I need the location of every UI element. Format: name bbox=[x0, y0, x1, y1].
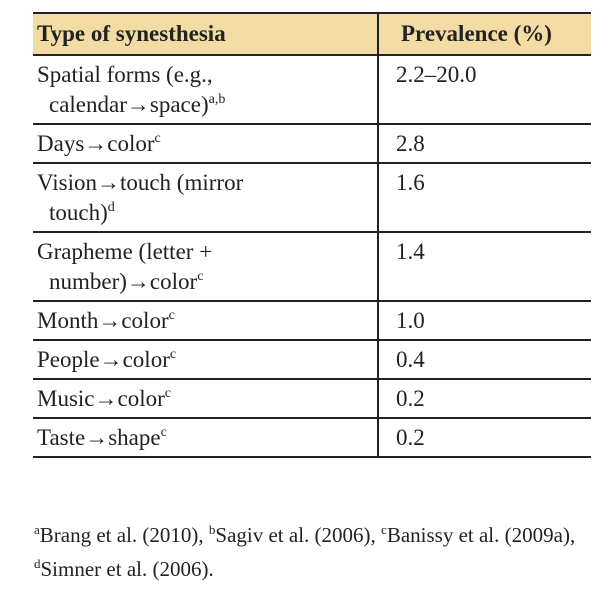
type-line-2-text: calendar→space) bbox=[49, 92, 209, 117]
type-line-1: Grapheme (letter + bbox=[37, 239, 213, 264]
type-cell: Days→colorc bbox=[33, 124, 378, 164]
prevalence-cell: 0.2 bbox=[377, 379, 591, 419]
type-line-1: Vision→touch (mirror bbox=[37, 170, 244, 195]
prevalence-cell: 2.8 bbox=[377, 124, 591, 164]
table-row: People→colorc 0.4 bbox=[33, 340, 591, 380]
type-cell: Grapheme (letter + number)→colorc bbox=[33, 232, 378, 302]
prevalence-cell: 1.4 bbox=[377, 232, 591, 302]
footnote-mark: c bbox=[197, 269, 204, 284]
footnote-mark: c bbox=[164, 386, 171, 401]
prevalence-cell: 1.6 bbox=[377, 163, 591, 233]
type-cell: Month→colorc bbox=[33, 301, 378, 341]
type-line-1: People→color bbox=[37, 347, 170, 372]
table-row: Days→colorc 2.8 bbox=[33, 124, 591, 164]
prevalence-cell: 1.0 bbox=[377, 301, 591, 341]
footnote-mark: a,b bbox=[208, 92, 226, 107]
table-row: Month→colorc 1.0 bbox=[33, 301, 591, 341]
footnote-text: Sagiv et al. (2006), bbox=[215, 523, 382, 547]
table-row: Taste→shapec 0.2 bbox=[33, 418, 591, 458]
synesthesia-prevalence-table: Type of synesthesia Prevalence (%) Spati… bbox=[33, 12, 591, 458]
footnote-mark: c bbox=[381, 522, 387, 537]
table-row: Grapheme (letter + number)→colorc 1.4 bbox=[33, 232, 591, 302]
footnote-text: Banissy et al. (2009a), bbox=[386, 523, 576, 547]
footnote-mark: c bbox=[168, 308, 175, 323]
footnote-mark: b bbox=[208, 522, 216, 537]
type-line-1: Month→color bbox=[37, 308, 169, 333]
header-type: Type of synesthesia bbox=[33, 12, 378, 56]
prevalence-cell: 2.2–20.0 bbox=[377, 55, 591, 125]
type-line-2: touch)d bbox=[37, 198, 373, 228]
table-footnotes: aBrang et al. (2010), bSagiv et al. (200… bbox=[34, 518, 594, 586]
footnote-mark: a bbox=[34, 522, 40, 537]
footnote-mark: d bbox=[34, 556, 41, 571]
footnote-mark: d bbox=[107, 200, 115, 215]
type-cell: Spatial forms (e.g., calendar→space)a,b bbox=[33, 55, 378, 125]
type-cell: Taste→shapec bbox=[33, 418, 378, 458]
type-line-1: Days→color bbox=[37, 131, 155, 156]
footnote-text: Brang et al. (2010), bbox=[39, 523, 209, 547]
table-header-row: Type of synesthesia Prevalence (%) bbox=[33, 12, 591, 56]
type-line-2-text: number)→color bbox=[49, 269, 198, 294]
prevalence-cell: 0.4 bbox=[377, 340, 591, 380]
footnote-mark: c bbox=[169, 347, 177, 362]
type-cell: People→colorc bbox=[33, 340, 378, 380]
type-line-1: Taste→shape bbox=[37, 425, 161, 450]
footnote-mark: c bbox=[160, 425, 167, 440]
type-cell: Music→colorc bbox=[33, 379, 378, 419]
type-cell: Vision→touch (mirror touch)d bbox=[33, 163, 378, 233]
footnote-mark: c bbox=[154, 131, 161, 146]
type-line-1: Spatial forms (e.g., bbox=[37, 62, 213, 87]
table-row: Spatial forms (e.g., calendar→space)a,b … bbox=[33, 55, 591, 125]
table-row: Music→colorc 0.2 bbox=[33, 379, 591, 419]
type-line-2: number)→colorc bbox=[37, 267, 373, 297]
prevalence-cell: 0.2 bbox=[377, 418, 591, 458]
table-row: Vision→touch (mirror touch)d 1.6 bbox=[33, 163, 591, 233]
type-line-2: calendar→space)a,b bbox=[37, 90, 373, 120]
footnote-text: Simner et al. (2006). bbox=[40, 557, 214, 581]
type-line-1: Music→color bbox=[37, 386, 165, 411]
header-prevalence: Prevalence (%) bbox=[377, 12, 591, 56]
type-line-2-text: touch) bbox=[49, 200, 108, 225]
